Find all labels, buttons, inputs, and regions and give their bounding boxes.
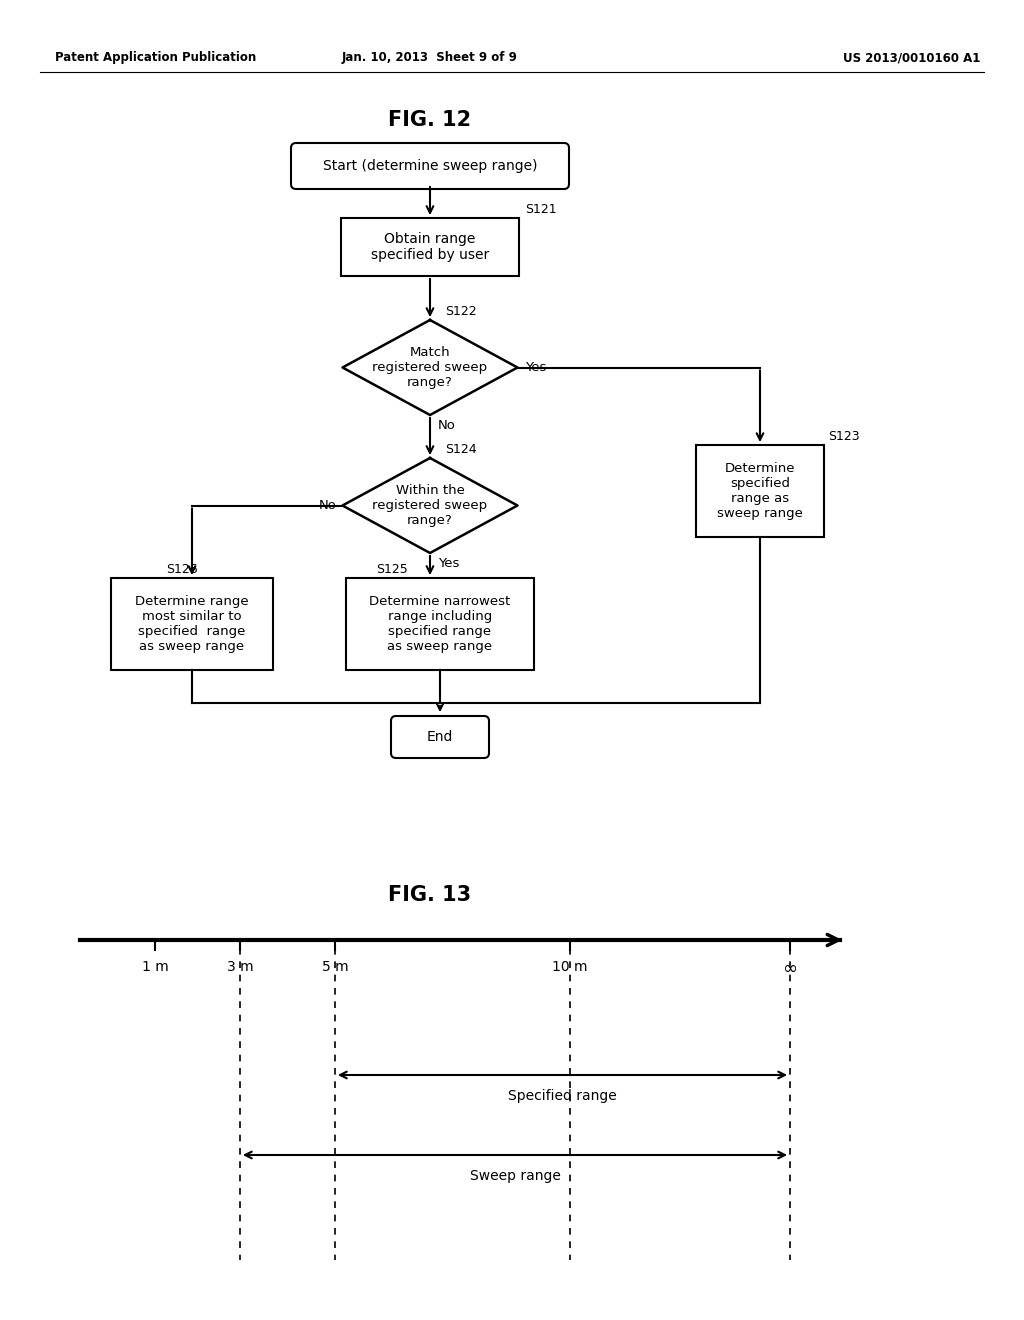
Text: Specified range: Specified range <box>508 1089 616 1104</box>
Text: Patent Application Publication: Patent Application Publication <box>55 51 256 65</box>
Text: S123: S123 <box>828 430 859 444</box>
Text: FIG. 12: FIG. 12 <box>388 110 472 129</box>
Text: Within the
registered sweep
range?: Within the registered sweep range? <box>373 484 487 527</box>
Text: Determine
specified
range as
sweep range: Determine specified range as sweep range <box>717 462 803 520</box>
FancyBboxPatch shape <box>291 143 569 189</box>
Bar <box>111 578 273 671</box>
Text: S125: S125 <box>376 564 408 576</box>
Text: 3 m: 3 m <box>226 960 253 974</box>
Polygon shape <box>342 319 517 414</box>
Text: No: No <box>438 418 456 432</box>
Text: US 2013/0010160 A1: US 2013/0010160 A1 <box>843 51 980 65</box>
Text: Yes: Yes <box>438 557 460 570</box>
Text: S122: S122 <box>445 305 476 318</box>
Text: Match
registered sweep
range?: Match registered sweep range? <box>373 346 487 389</box>
FancyBboxPatch shape <box>391 715 489 758</box>
Text: Sweep range: Sweep range <box>470 1170 560 1183</box>
Text: No: No <box>318 499 337 512</box>
Bar <box>696 445 824 537</box>
Text: End: End <box>427 730 454 744</box>
Text: FIG. 13: FIG. 13 <box>388 884 472 906</box>
Bar <box>346 578 534 671</box>
Text: 1 m: 1 m <box>141 960 168 974</box>
Text: Determine narrowest
range including
specified range
as sweep range: Determine narrowest range including spec… <box>370 595 511 653</box>
Text: 10 m: 10 m <box>552 960 588 974</box>
Text: S121: S121 <box>525 203 557 216</box>
Bar <box>341 218 519 276</box>
Text: S126: S126 <box>166 564 198 576</box>
Text: Yes: Yes <box>525 360 547 374</box>
Text: 5 m: 5 m <box>322 960 348 974</box>
Text: Obtain range
specified by user: Obtain range specified by user <box>371 232 489 263</box>
Text: Start (determine sweep range): Start (determine sweep range) <box>323 158 538 173</box>
Text: Determine range
most similar to
specified  range
as sweep range: Determine range most similar to specifie… <box>135 595 249 653</box>
Text: S124: S124 <box>445 444 476 455</box>
Text: ∞: ∞ <box>782 960 798 978</box>
Text: Jan. 10, 2013  Sheet 9 of 9: Jan. 10, 2013 Sheet 9 of 9 <box>342 51 518 65</box>
Polygon shape <box>342 458 517 553</box>
